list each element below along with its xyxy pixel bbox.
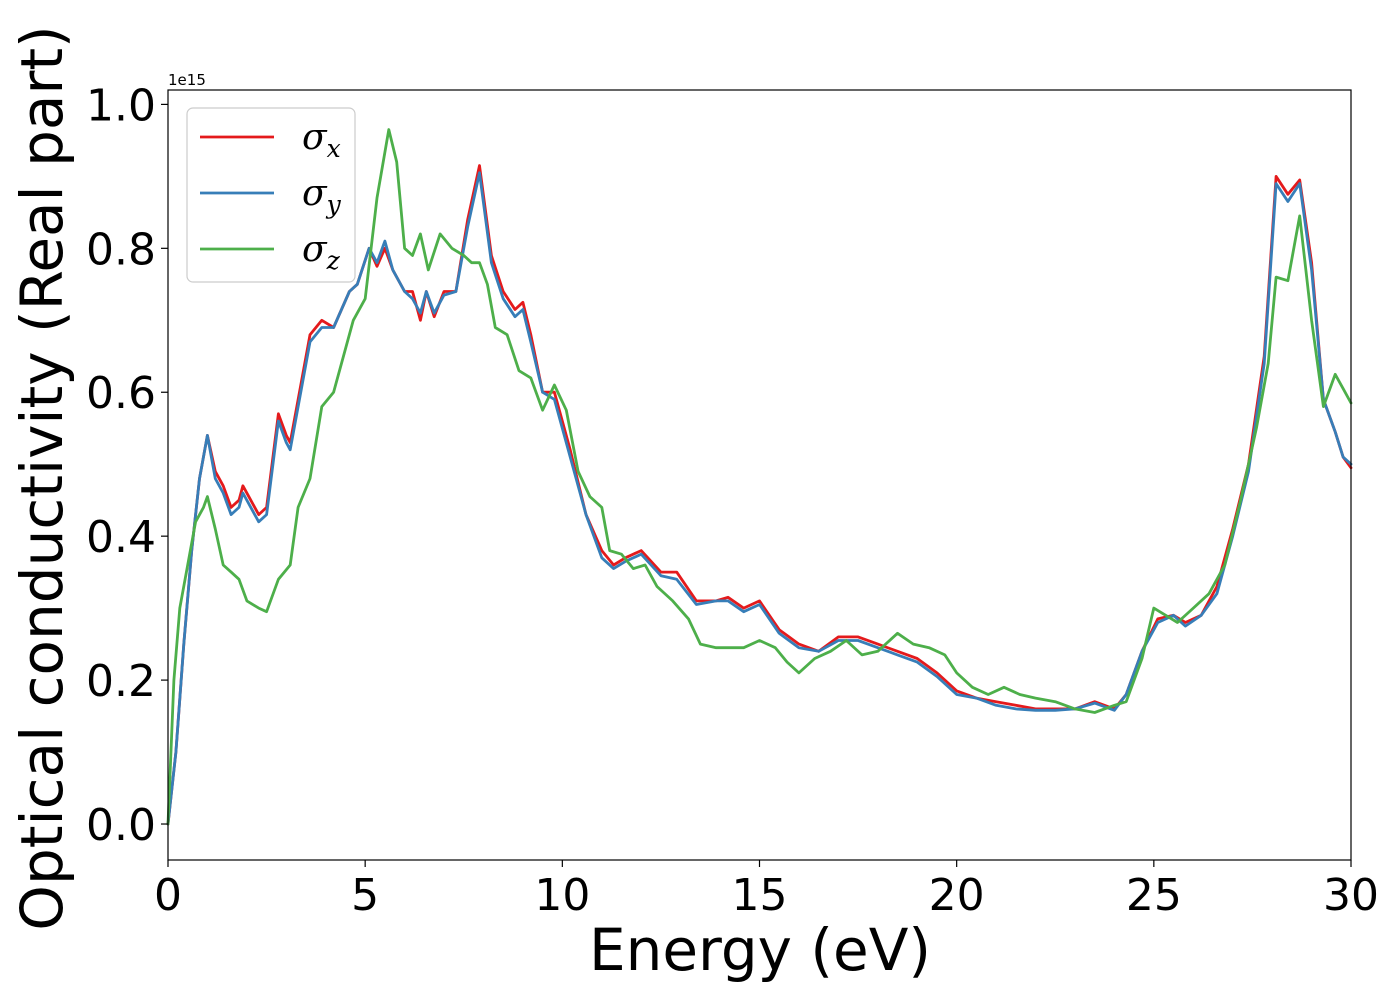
y-offset-label: 1e15 xyxy=(168,71,206,89)
x-tick-label: 5 xyxy=(351,870,379,921)
y-tick-label: 0.8 xyxy=(86,224,156,275)
series-layer xyxy=(166,128,1353,826)
ticks-layer: 0 5 10 15 20 25 30 0.0 0.2 0.4 0.6 0.8 1.0 xyxy=(86,80,1379,921)
y-tick-label: 0.4 xyxy=(86,512,156,563)
x-tick-label: 15 xyxy=(732,870,788,921)
x-tick-label: 30 xyxy=(1323,870,1379,921)
legend-label-x: σx xyxy=(302,117,341,163)
series-line-y xyxy=(166,171,1353,826)
y-tick-label: 1.0 xyxy=(86,80,156,131)
y-axis-label: Optical conductivity (Real part) xyxy=(8,25,76,930)
x-tick-label: 10 xyxy=(534,870,590,921)
x-tick-label: 25 xyxy=(1126,870,1182,921)
legend-box xyxy=(186,107,356,283)
y-tick-label: 0.2 xyxy=(86,656,156,707)
y-tick-label: 0.0 xyxy=(86,800,156,851)
y-tick-label: 0.6 xyxy=(86,368,156,419)
x-tick-label: 20 xyxy=(929,870,985,921)
series-line-z xyxy=(166,128,1353,826)
x-axis-label: Energy (eV) xyxy=(589,916,931,984)
series-line-x xyxy=(166,164,1353,826)
x-tick-label: 0 xyxy=(154,870,182,921)
